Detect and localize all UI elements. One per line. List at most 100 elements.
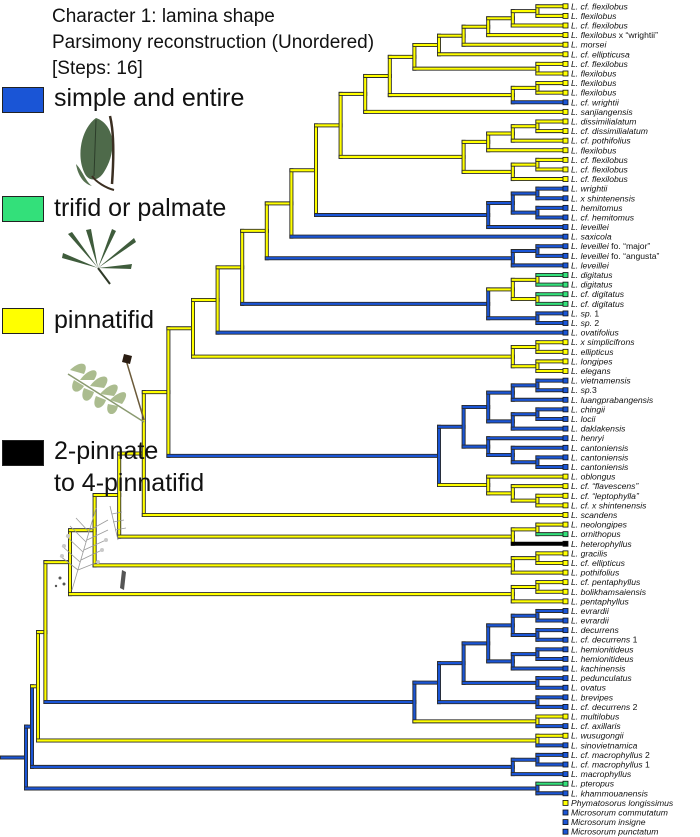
tip-marker — [562, 12, 569, 19]
taxon-label-name: longipes — [581, 356, 614, 366]
taxon-label: L. cf. macrophyllus 2 — [571, 750, 650, 760]
legend-label-palmate: trifid or palmate — [54, 194, 227, 222]
tip-marker — [562, 819, 569, 826]
taxon-label: L. scandens — [571, 510, 618, 520]
taxon-label-prefix: L. — [571, 78, 581, 88]
taxon-label-prefix: L. cf. — [571, 59, 592, 69]
tip-marker — [562, 416, 569, 422]
taxon-label-prefix: L. — [571, 40, 581, 50]
tip-marker — [562, 252, 569, 259]
taxon-label-prefix: L. cf. — [571, 635, 592, 645]
legend-label-bipinnate-line1: 2-pinnate — [54, 437, 159, 465]
taxon-label-prefix: L. — [571, 280, 581, 290]
taxon-label: L. flexilobus x “wrightii” — [571, 30, 658, 40]
tip-marker — [562, 300, 569, 307]
taxon-label-prefix: L. — [571, 520, 581, 530]
taxon-label-suffix: fo. “major” — [609, 241, 651, 251]
taxon-label: L. morsei — [571, 40, 607, 50]
taxon-label: L. evrardii — [571, 606, 610, 616]
tip-marker — [562, 435, 569, 442]
taxon-label-prefix: L. — [571, 11, 581, 21]
tip-marker — [562, 32, 569, 38]
taxon-label-suffix: 1 — [592, 308, 599, 318]
taxon-label: L. neolongipes — [571, 520, 628, 530]
taxon-label: L. cantoniensis — [571, 462, 629, 472]
tip-marker — [562, 368, 569, 374]
taxon-label: L. dissimilialatum — [571, 116, 636, 126]
taxon-label: L. pteropus — [571, 779, 615, 789]
legend-swatch-pinnatifid — [2, 308, 44, 334]
taxon-label-prefix: L. cf. — [571, 212, 592, 222]
taxon-label-prefix: L. — [571, 347, 581, 357]
tip-marker — [562, 723, 569, 730]
taxon-label-name: Microsorum commutatum — [571, 808, 668, 818]
taxon-label-name: flexilobus — [581, 88, 618, 98]
taxon-label-suffix: fo. “angusta” — [609, 251, 660, 261]
tip-marker — [562, 406, 569, 413]
tip-marker — [562, 444, 569, 451]
tip-marker — [562, 704, 569, 710]
taxon-label-name: wusugongii — [581, 731, 625, 741]
taxon-label-prefix: L. — [571, 424, 581, 434]
taxon-label: L. cf. “leptophylla” — [571, 491, 640, 501]
taxon-label: L. cf. “flavescens” — [571, 481, 639, 491]
taxon-label-prefix: L. — [571, 68, 581, 78]
tip-marker — [562, 780, 569, 787]
taxon-label: L. cantoniensis — [571, 452, 629, 462]
taxon-label: L. gracilis — [571, 548, 608, 558]
taxon-label: L. flexilobus — [571, 68, 617, 78]
taxon-label-prefix: L. — [571, 328, 581, 338]
taxon-label-prefix: L. — [571, 116, 581, 126]
tip-marker — [562, 713, 569, 720]
legend-swatch-simple — [2, 87, 44, 113]
taxon-label-prefix: L. cf. x — [571, 500, 599, 510]
taxon-label-name: sp. — [581, 308, 592, 318]
taxon-label-prefix: L. cf. — [571, 558, 592, 568]
taxon-label-prefix: L. — [571, 88, 581, 98]
tip-marker — [562, 233, 569, 240]
tip-marker — [562, 329, 569, 336]
taxon-label-prefix: L. cf. — [571, 299, 592, 309]
taxon-label: L. oblongus — [571, 472, 616, 482]
taxon-label-name: ellipticusa — [592, 49, 630, 59]
tip-marker — [562, 262, 569, 269]
taxon-label: L. macrophyllus — [571, 769, 632, 779]
tip-marker — [562, 800, 569, 806]
taxon-label: L. locii — [571, 414, 596, 424]
taxon-label-prefix: L. — [571, 587, 581, 597]
tip-marker — [562, 742, 569, 749]
tip-marker — [562, 694, 569, 701]
tip-marker — [562, 627, 569, 634]
taxon-label: L. kachinensis — [571, 664, 626, 674]
taxon-label-name: pteropus — [580, 779, 615, 789]
taxon-label: L. ellipticus — [571, 347, 614, 357]
taxon-label-prefix: L. — [571, 443, 581, 453]
tip-marker — [562, 531, 569, 538]
taxon-label: L. flexilobus — [571, 11, 617, 21]
taxon-label-prefix: L. — [571, 232, 581, 242]
taxon-label-prefix: L. — [571, 510, 581, 520]
taxon-label-prefix: L. cf. — [571, 164, 592, 174]
taxon-label: L. wrightii — [571, 184, 608, 194]
tip-marker — [562, 809, 569, 816]
taxon-label-prefix: L. — [571, 318, 581, 328]
taxon-label-name: ellipticus — [592, 558, 626, 568]
taxon-label-prefix: L. — [571, 184, 581, 194]
taxon-label: L. cf. decurrens 2 — [571, 702, 638, 712]
taxon-label-prefix: L. — [571, 779, 581, 789]
taxon-label-name: digitatus — [592, 289, 625, 299]
taxon-label-name: evrardii — [581, 606, 610, 616]
tip-marker — [562, 761, 569, 768]
taxon-label-name: flexilobus — [581, 78, 618, 88]
taxon-label: L. hemitomus — [571, 203, 623, 213]
taxon-label-prefix: L. cf. — [571, 289, 592, 299]
taxon-label: L. cf. ellipticus — [571, 558, 626, 568]
taxon-label-prefix: L. — [571, 596, 581, 606]
taxon-label-name: vietnamensis — [581, 376, 632, 386]
taxon-label-name: elegans — [581, 366, 612, 376]
taxon-label: L. wusugongii — [571, 731, 625, 741]
taxon-label: L. sp. 1 — [571, 308, 599, 318]
taxon-label-name: “flavescens” — [592, 481, 639, 491]
taxon-label: L. decurrens — [571, 625, 619, 635]
taxon-label-prefix: L. — [571, 414, 581, 424]
